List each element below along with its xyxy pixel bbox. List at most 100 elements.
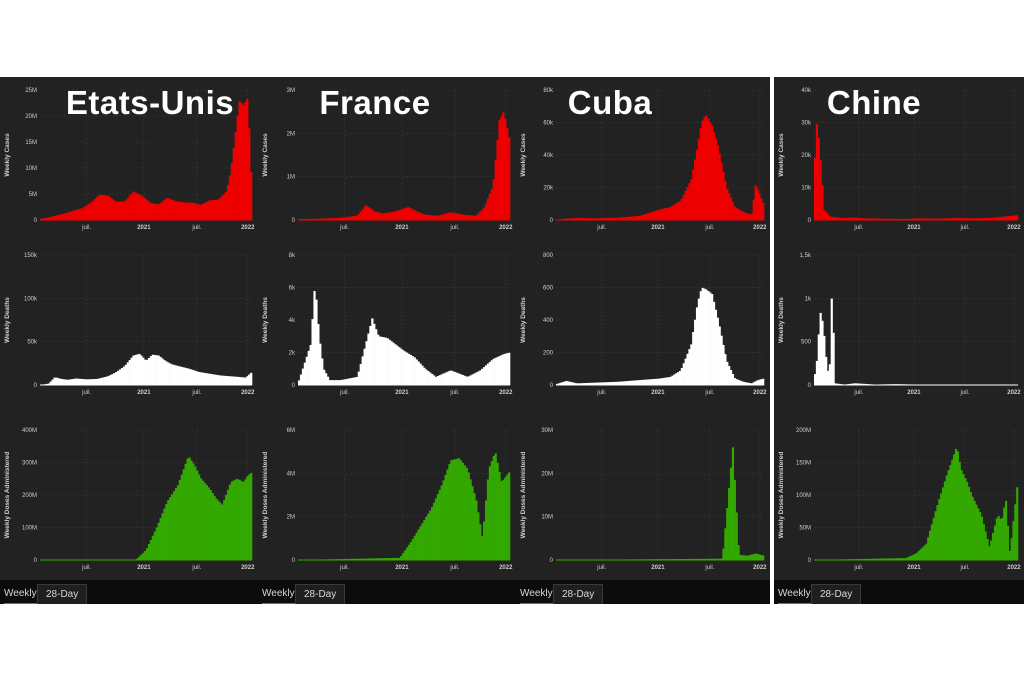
bar [908,556,911,560]
bar [223,375,226,385]
bar [471,486,474,560]
x-tick-label: juil. [596,225,606,231]
bar [113,200,116,220]
bar [384,337,387,385]
bar [737,545,740,560]
bar [119,201,122,220]
bar [172,200,176,220]
bar [203,372,207,385]
bar [219,197,222,220]
bar [76,378,79,385]
bar [620,381,623,385]
bar [126,197,129,220]
bar [427,370,430,385]
bar [960,218,963,220]
bar [559,382,562,385]
tab-weekly[interactable]: Weekly [262,584,295,604]
bar [500,116,503,220]
bar [405,547,409,560]
bar [997,515,1000,560]
tab-28-day[interactable]: 28-Day [295,584,346,604]
x-tick-label: 2022 [499,390,513,396]
tab-28-day[interactable]: 28-Day [553,584,604,604]
bar [82,207,85,220]
bar [641,215,644,220]
bar [367,558,370,560]
y-tick-label: 2M [287,515,295,521]
bar [718,558,721,560]
bar [748,383,752,385]
tab-28-day[interactable]: 28-Day [37,584,88,604]
bar [500,481,503,560]
bar [678,201,682,220]
bar [122,201,126,220]
chart-france-deaths: 0 2k 4k 6k 8k juil. 2021 juil. 2022 Weekly Deaths [262,253,513,396]
bar [912,554,915,560]
bar [238,479,241,560]
bar [198,474,201,560]
bar [953,218,956,220]
bar [977,508,980,560]
bar [415,532,418,560]
bar [588,382,591,385]
bar [117,370,120,385]
bar [722,548,725,560]
bar [192,463,195,560]
bar [873,558,876,560]
y-axis-label: Weekly Deaths [778,297,785,343]
x-tick-label: 2021 [651,225,665,231]
y-tick-label: 10M [25,166,37,172]
bar [301,368,305,385]
bar [228,175,232,220]
bar [228,484,232,560]
bar [392,342,395,385]
bar [490,461,493,560]
bar [444,213,447,220]
tab-weekly[interactable]: Weekly [4,584,37,604]
bar [155,527,158,560]
y-axis-label: Weekly Cases [4,133,11,177]
bar [467,472,470,560]
bar [190,460,193,560]
bar [184,463,187,560]
bar [132,355,135,385]
bar [856,217,859,220]
bar [930,524,933,560]
bar [826,370,830,385]
tab-weekly[interactable]: Weekly [520,584,553,604]
bar [862,558,865,560]
bar [248,374,251,385]
bar [502,112,505,220]
bar [819,160,822,220]
bar [382,337,386,385]
tab-bar: Weekly 28-Day [0,580,258,604]
bar [244,102,247,220]
bar [871,558,874,560]
bar [731,374,735,385]
bar [461,375,465,385]
bar [392,211,395,220]
bar [66,212,70,220]
bar [982,524,985,560]
y-tick-label: 100k [24,296,38,302]
bar [917,218,921,220]
tab-28-day[interactable]: 28-Day [811,584,862,604]
bar [456,458,459,560]
bar [244,479,247,560]
bar [159,518,162,560]
bar [338,380,341,385]
bar [601,218,604,220]
bar [461,214,465,220]
tab-weekly[interactable]: Weekly [778,584,811,604]
y-tick-label: 0 [292,383,296,389]
bar [556,383,559,385]
bar [180,366,183,385]
bar [384,213,387,220]
bar [618,381,621,385]
bar [752,554,755,560]
bar [65,379,68,385]
bar [943,218,946,220]
y-axis-label: Weekly Deaths [262,297,269,343]
bar [673,374,676,385]
bar [307,218,310,220]
